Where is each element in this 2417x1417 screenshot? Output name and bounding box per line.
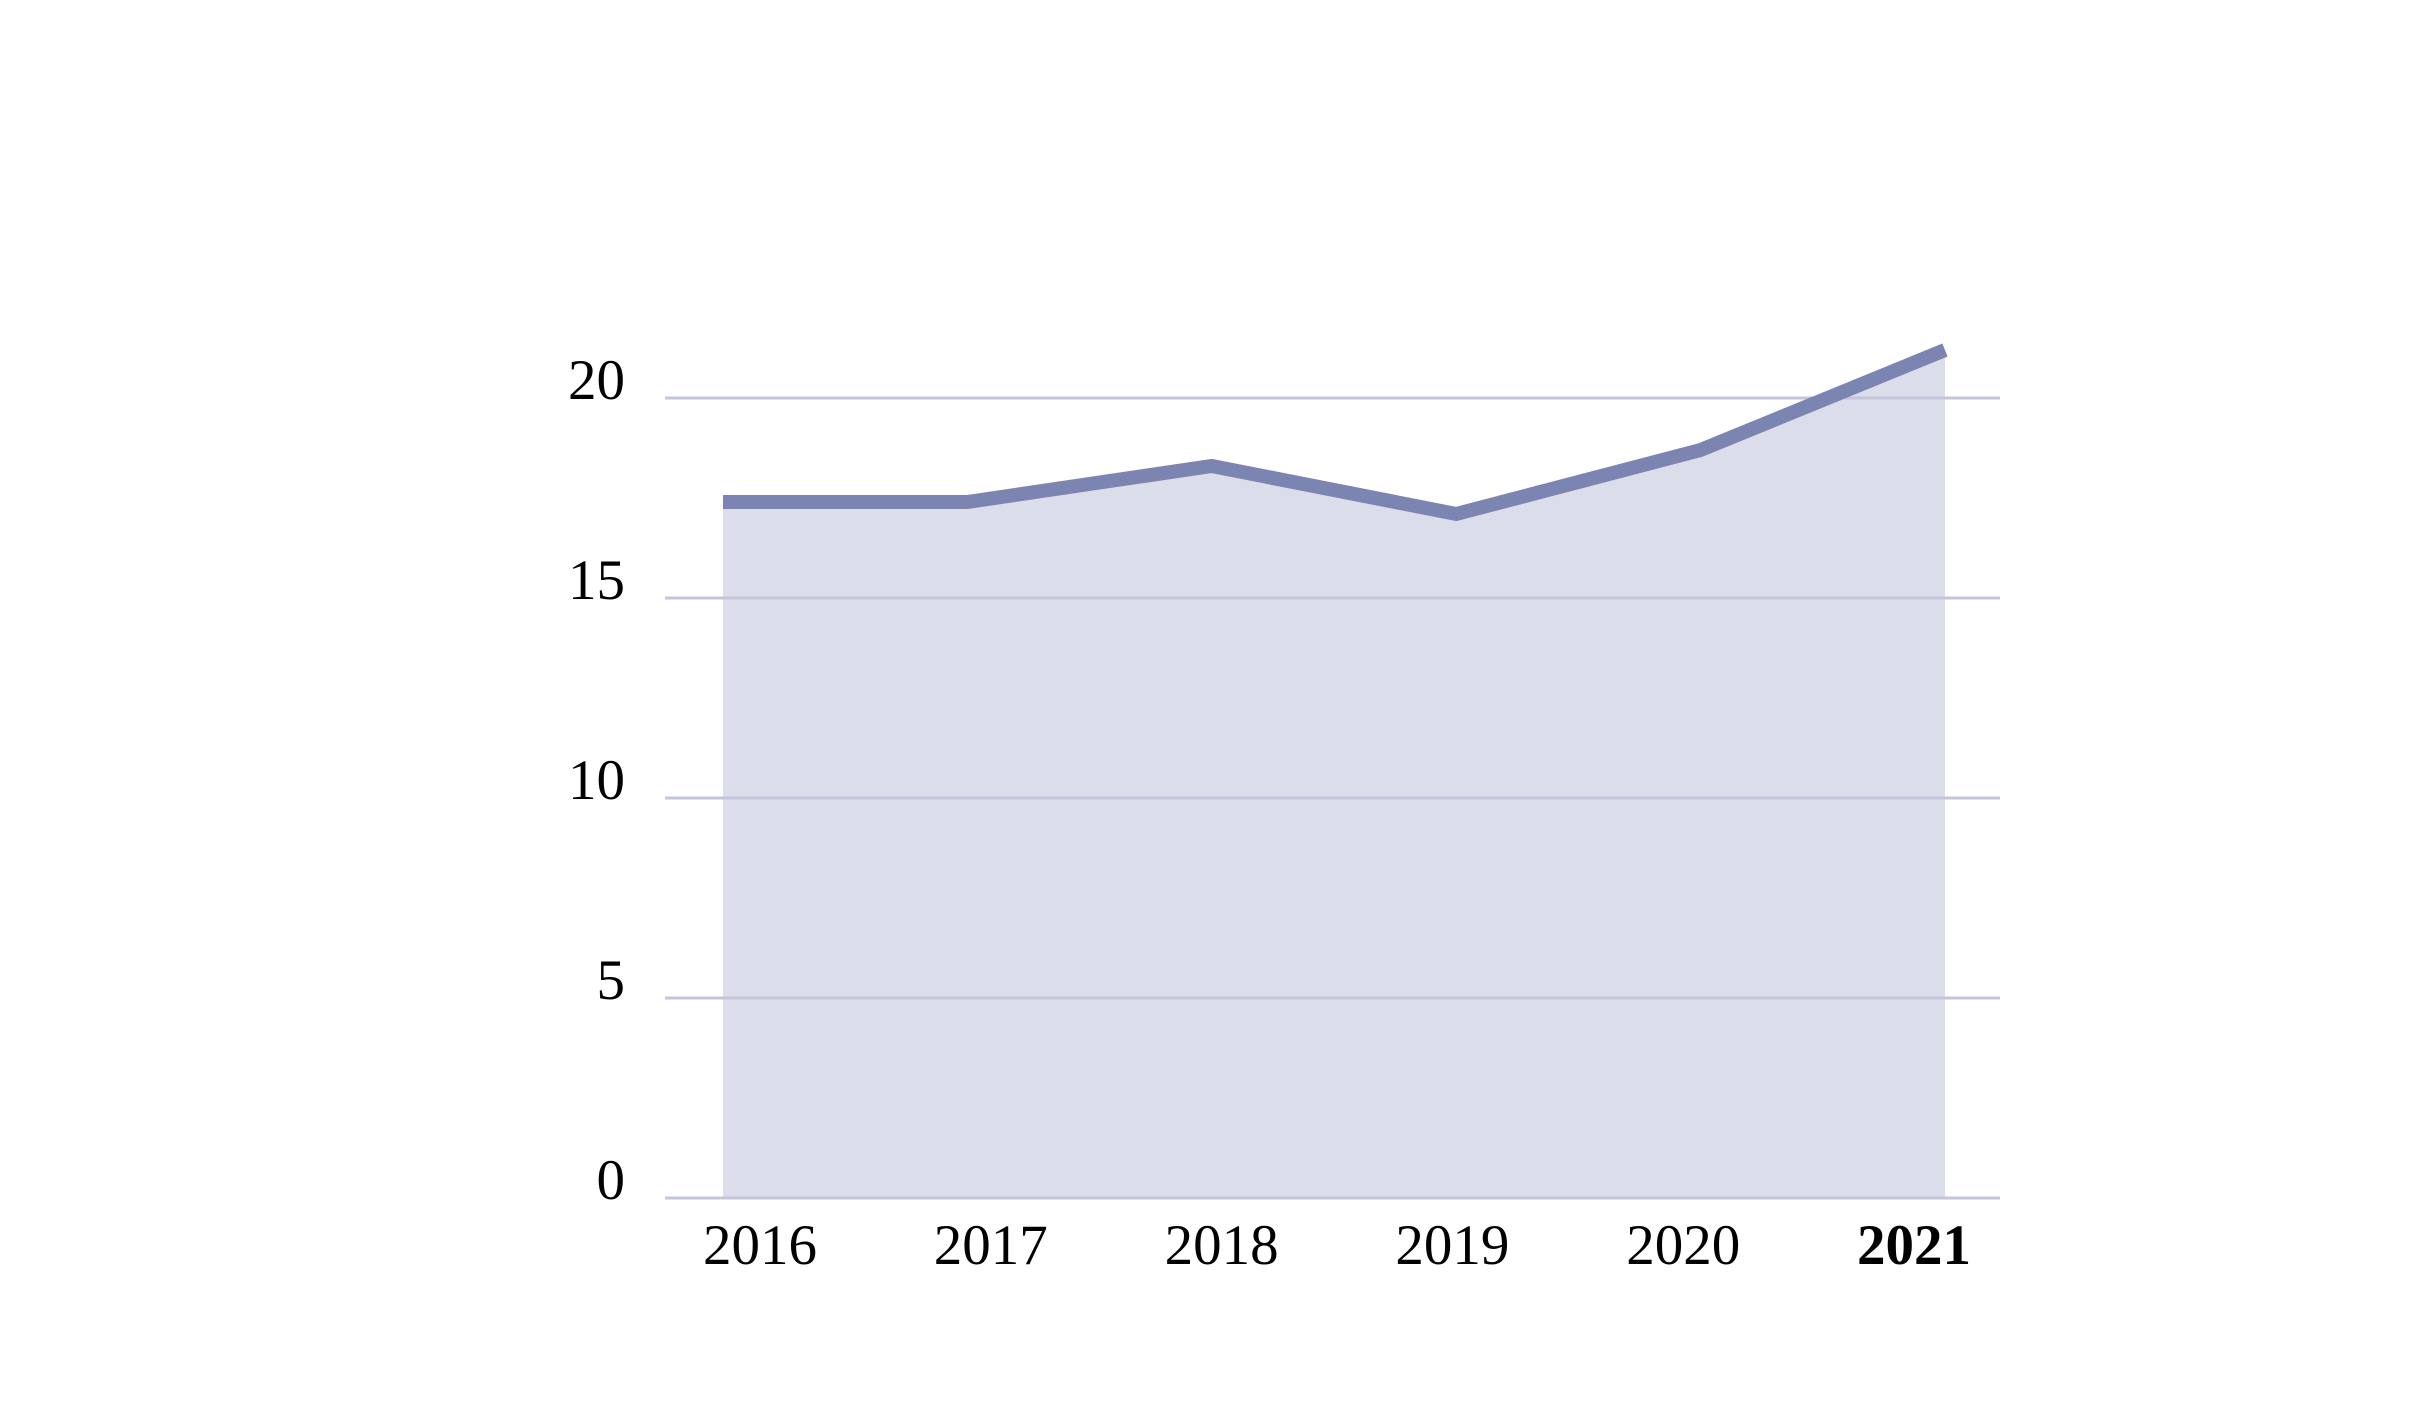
x-tick-label-2018: 2018 [1164,1214,1279,1277]
area-fill [723,350,1945,1198]
x-tick-label-2021: 2021 [1857,1214,1971,1277]
y-tick-label: 0 [596,1149,626,1212]
x-tick-label-2016: 2016 [703,1214,817,1277]
data-line [723,343,1948,522]
y-tick-label: 20 [568,349,625,412]
x-tick-label-2017: 2017 [933,1214,1048,1277]
y-tick-label: 10 [568,749,625,812]
y-tick-label: 15 [568,549,625,612]
x-tick-label-2019: 2019 [1395,1214,1510,1277]
x-tick-label-2020: 2020 [1626,1214,1741,1277]
y-tick-label: 5 [596,949,626,1012]
